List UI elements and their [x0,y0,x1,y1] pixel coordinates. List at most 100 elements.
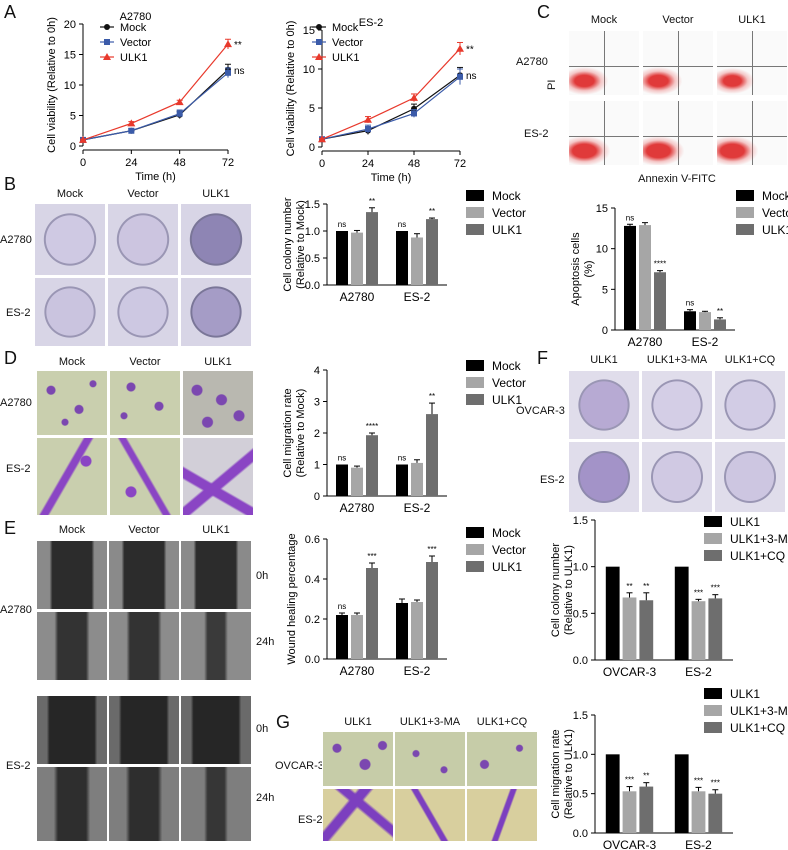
panel-label-e: E [4,518,17,538]
legend-marker [104,24,110,30]
bar [351,232,363,285]
migration-image [466,731,538,787]
significance-label: ns [234,66,245,77]
data-point [364,115,372,123]
y-axis-label: Cell viability (Relative to 0h) [46,17,58,153]
colony-dish-image [714,370,786,440]
y-axis-label-unit: (Relative to Mock) [295,200,307,289]
migration-image [466,788,538,842]
wound-image [180,695,252,765]
bar [691,601,706,660]
data-point [176,110,183,117]
significance-label: **** [654,260,666,269]
legend-swatch [704,550,722,561]
panel-e-col-ulk1: ULK1 [202,524,230,536]
significance-label: ns [398,454,406,463]
flow-plot-image [716,100,788,166]
y-tick-label: 1.0 [305,226,320,238]
y-tick-label: 10 [303,64,315,76]
y-tick-label: 0.5 [573,789,588,801]
data-point [225,69,231,76]
x-tick-label: OVCAR-3 [603,665,657,679]
significance-label: *** [427,545,436,554]
colony-dish-image [714,441,786,513]
migration-image [36,370,108,436]
panel-label-g: G [276,712,291,732]
y-tick-label: 0 [309,142,315,154]
series-line-ulk1 [321,48,461,140]
panel-d-row-a2780: A2780 [0,397,32,409]
y-tick-label: 0 [314,491,320,503]
wound-image [180,611,252,681]
x-tick-label: A2780 [340,501,375,515]
panel-b-row-a2780: A2780 [0,234,32,246]
legend-swatch [704,688,722,699]
bar [396,603,408,659]
significance-label: ns [338,454,346,463]
x-tick-label: 24 [362,158,374,170]
x-tick-label: 72 [454,158,466,170]
legend-swatch [736,190,754,201]
legend-label: Vector [492,543,526,557]
wound-image [108,695,180,765]
y-axis-label-unit: (%) [583,260,595,277]
x-tick-label: OVCAR-3 [603,838,657,850]
y-tick-label: 3 [314,397,320,409]
panel-label-d: D [4,348,17,368]
bar [691,791,706,833]
panel-f-col-cq: ULK1+CQ [724,354,776,366]
legend-label: ULK1+3-MA [730,704,788,718]
significance-label: *** [694,776,703,785]
x-tick-label: 48 [174,157,186,169]
series-line-mock [321,74,461,140]
colony-dish-image [107,277,179,347]
wound-image [36,766,108,842]
series-line-mock [82,69,229,141]
x-axis-label: Time (h) [371,172,412,184]
panel-f-row-ovcar3: OVCAR-3 [516,405,565,417]
series-line-vector [321,76,461,140]
bar [351,467,363,496]
migration-image [394,788,466,842]
panel-f-col-ulk1: ULK1 [590,354,618,366]
bar-chart-migration-ulk1: 0.0 0.5 1.0 1.5 Cell migration rate (Relative… [550,687,788,850]
panel-b-col-vector: Vector [127,188,159,200]
legend-swatch [466,544,484,555]
panel-d-col-mock: Mock [58,356,86,368]
panel-e-row-a2780: A2780 [0,604,32,616]
bar [336,464,348,496]
data-point [411,105,417,112]
bar [674,754,689,833]
bar [639,786,654,833]
wound-image [108,611,180,681]
migration-image [182,370,254,436]
bar [624,225,636,330]
legend-label: ULK1 [730,687,760,701]
significance-label: ** [429,207,435,216]
data-point [175,98,184,106]
legend-marker [103,53,111,60]
legend-label: ULK1 [730,515,760,529]
bar-chart-colony-ulk1: 0.0 0.5 1.0 1.5 Cell colony number (Relative … [550,515,788,679]
bar [639,225,651,330]
x-tick-label: ES-2 [404,501,431,515]
y-tick-label: 15 [303,25,315,37]
wound-image [36,540,108,610]
bar [714,319,726,330]
panel-g-row-es2: ES-2 [298,814,323,826]
significance-label: ** [466,45,474,56]
legend-swatch [466,394,484,405]
migration-image [109,437,181,516]
x-tick-label: ES-2 [404,290,431,304]
legend-label: Mock [492,359,522,373]
y-tick-label: 0.4 [305,574,320,586]
significance-label: *** [711,584,720,593]
panel-e-time-0h: 0h [256,570,269,582]
bar [336,231,348,285]
legend-marker [315,53,323,60]
x-tick-label: ES-2 [685,838,712,850]
colony-dish-image [641,441,713,513]
y-axis-label-unit: (Relative to ULK1) [563,545,575,635]
x-tick-label: ES-2 [685,665,712,679]
legend-swatch [466,360,484,371]
